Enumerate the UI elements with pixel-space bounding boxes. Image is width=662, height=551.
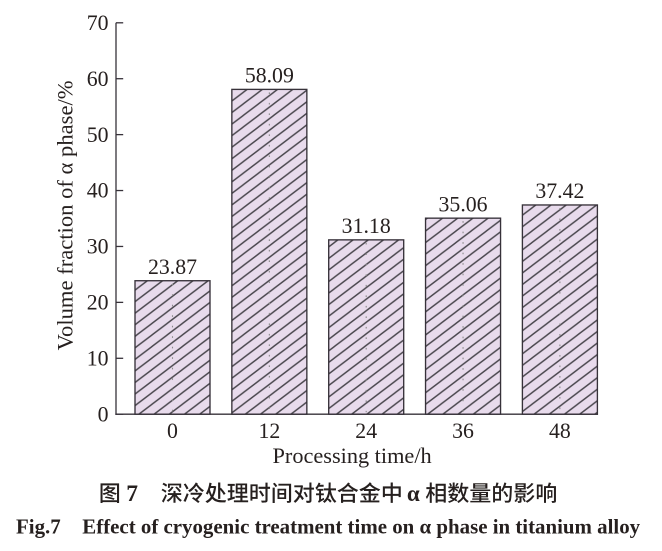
svg-text:40: 40 [87, 179, 109, 203]
svg-text:0: 0 [167, 419, 178, 443]
svg-text:20: 20 [87, 291, 109, 315]
svg-text:58.09: 58.09 [245, 64, 294, 88]
svg-text:24: 24 [355, 419, 377, 443]
svg-text:35.06: 35.06 [439, 192, 488, 216]
svg-text:Processing time/h: Processing time/h [273, 443, 432, 468]
svg-text:48: 48 [549, 419, 571, 443]
svg-text:Fig.7: Fig.7 [16, 514, 61, 538]
svg-text:α: α [407, 481, 420, 506]
svg-text:12: 12 [258, 419, 280, 443]
svg-text:70: 70 [87, 11, 109, 35]
svg-text:50: 50 [87, 123, 109, 147]
svg-text:10: 10 [87, 346, 109, 370]
svg-text:31.18: 31.18 [342, 214, 391, 238]
svg-text:36: 36 [452, 419, 474, 443]
svg-text:60: 60 [87, 67, 109, 91]
svg-text:Effect of cryogenic treatment: Effect of cryogenic treatment time on α … [82, 514, 640, 538]
svg-text:0: 0 [98, 402, 109, 426]
svg-text:7: 7 [126, 481, 138, 507]
svg-text:Volume fraction of α phase/%: Volume fraction of α phase/% [53, 80, 78, 350]
svg-text:30: 30 [87, 235, 109, 259]
svg-text:37.42: 37.42 [535, 179, 584, 203]
svg-text:23.87: 23.87 [148, 255, 197, 279]
